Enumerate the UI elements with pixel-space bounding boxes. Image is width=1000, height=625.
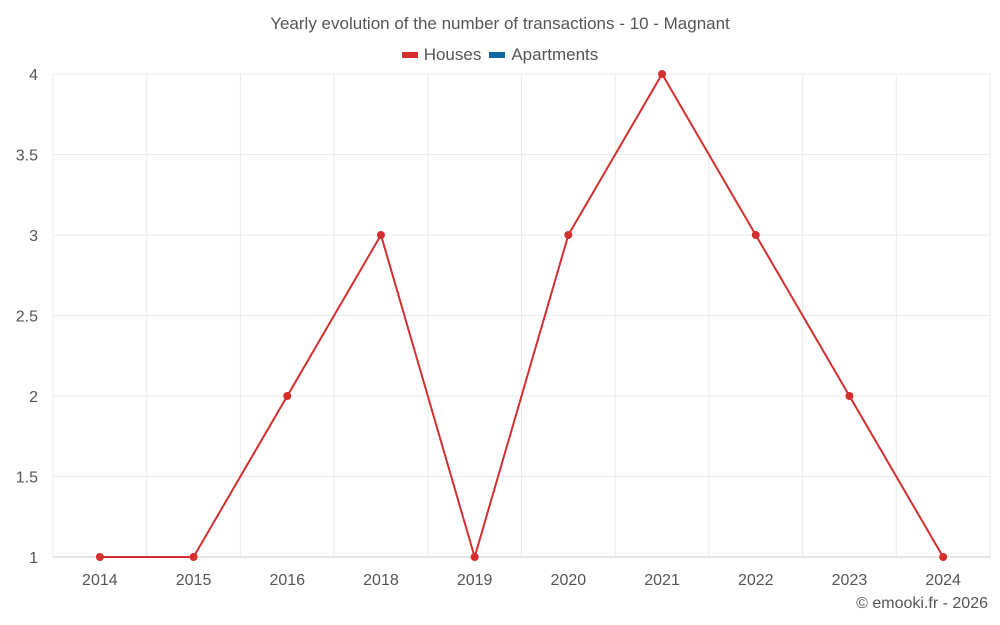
x-tick-label: 2018 <box>363 572 399 589</box>
chart-title: Yearly evolution of the number of transa… <box>270 14 730 33</box>
legend-swatch-houses <box>401 52 418 58</box>
y-tick-label: 3 <box>29 228 38 245</box>
x-tick-label: 2014 <box>82 572 118 589</box>
data-point <box>95 553 104 561</box>
y-tick-label: 1.5 <box>16 470 38 487</box>
y-tick-label: 3.5 <box>16 148 38 165</box>
data-point <box>564 231 573 239</box>
legend-label-houses: Houses <box>423 45 482 64</box>
data-point <box>658 70 667 78</box>
x-tick-label: 2019 <box>457 572 493 589</box>
x-tick-label: 2023 <box>832 572 868 589</box>
legend: Houses Apartments <box>0 45 1000 65</box>
data-point <box>189 553 198 561</box>
data-point <box>845 392 854 400</box>
y-tick-label: 1 <box>29 550 38 567</box>
x-tick-label: 2021 <box>644 572 680 589</box>
data-point <box>376 231 385 239</box>
x-tick-label: 2022 <box>738 572 774 589</box>
y-tick-label: 2.5 <box>16 309 38 326</box>
data-point <box>751 231 760 239</box>
legend-item-apartments[interactable]: Apartments <box>489 45 598 65</box>
x-tick-label: 2020 <box>551 572 587 589</box>
y-tick-label: 4 <box>29 67 38 84</box>
legend-item-houses[interactable]: Houses <box>401 45 482 65</box>
x-tick-label: 2024 <box>925 572 961 589</box>
x-tick-label: 2015 <box>176 572 212 589</box>
data-point <box>470 553 479 561</box>
data-point <box>283 392 292 400</box>
y-tick-label: 2 <box>29 389 38 406</box>
credit: © emooki.fr - 2026 <box>856 595 988 612</box>
data-point <box>939 553 948 561</box>
x-tick-label: 2016 <box>269 572 305 589</box>
series-line-houses <box>99 73 945 558</box>
legend-swatch-apartments <box>489 52 506 58</box>
legend-label-apartments: Apartments <box>511 45 599 64</box>
